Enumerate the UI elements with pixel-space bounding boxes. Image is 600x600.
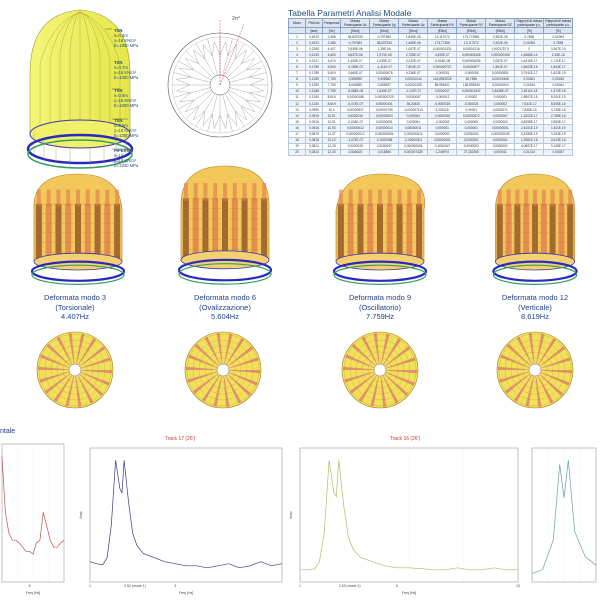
modal-parameters-table: Modo Periodo Frequenza Massa Partecipante U…: [288, 18, 574, 156]
spectrum-chart-right: [531, 447, 597, 583]
y-axis-label: Amp: [79, 511, 83, 518]
plan-circle-drawing: 2π°: [167, 16, 273, 138]
track-17-title: Track 17 (26'): [164, 436, 196, 442]
table-row: 20 0,0813 12,30 0,546615 0,015806 0,000007439…: [288, 148, 574, 156]
section-title: ntale: [0, 428, 16, 435]
table-header-cell: Periodo: [305, 18, 323, 28]
table-header-cell: Frequenza: [321, 18, 342, 28]
table-title: Tabella Parametri Analisi Modale: [288, 8, 412, 18]
deformed-dome-mode-12: [492, 173, 578, 286]
angle-label: 2π°: [232, 16, 240, 22]
layer-label-5: PIPERNO s=1m γ=19 KN/m³ E=2340 MPa: [114, 148, 139, 168]
top-view-mode-3: [36, 331, 114, 409]
top-view-mode-6: [184, 331, 262, 409]
mode-annotation: 2.52 (mode 1): [124, 584, 146, 588]
layer-label-4: TSN s=0.9m γ=16 KN/m³ E=1000 MPa: [114, 118, 139, 138]
table-row: 14 0,0916 10,91 0,0000015 0,00000003 0,000004…: [288, 112, 574, 120]
top-view-mode-9: [341, 331, 419, 409]
caption-mode-12: Deformata modo 12 (Verticale) 8.619Hz: [501, 293, 569, 321]
table-cell: 12,30: [321, 148, 342, 156]
table-header-cell: Massa Partecipante RY: [456, 18, 487, 28]
table-cell: 0,00037: [543, 148, 574, 156]
spectrum-line: [89, 460, 283, 569]
spectrum-line: [300, 460, 518, 571]
caption-mode-3: Deformata modo 3 (Torsionale) 4.407Hz: [43, 293, 107, 321]
table-cell: 0,0813: [305, 148, 323, 156]
table-cell: 27,152305: [456, 148, 487, 156]
x-tick-label: 10: [516, 584, 520, 588]
table-row: 1 0,4023 2,486 38,837933 0,797983 1,849E-08 13…: [288, 32, 574, 41]
top-view-mode-12: [496, 331, 574, 409]
table-header-cell: Massa Partecipante Ux: [340, 18, 371, 28]
table-row: 18 0,0818 12,22 -1,074E-07 -0,0000008 -0,0000…: [288, 136, 574, 144]
x-tick-label: 1: [89, 584, 91, 588]
layer-label-2: TSN s=0.7m γ=16 KN/m³ E=1000 MPa: [114, 60, 139, 80]
table-cell: 0,000007439: [398, 148, 429, 156]
spectrum-line: [1, 456, 65, 555]
x-axis-label: Freq [Hz]: [179, 591, 193, 595]
table-header-cell: Massa Partecipante Uz: [398, 18, 429, 28]
table-row: 13 0,0990 10,1 0,00000937 0,00000739 -0,00000…: [288, 106, 574, 114]
x-axis-label: Freq [Hz]: [402, 591, 416, 595]
x-tick-label: 5: [174, 584, 176, 588]
table-cell: 0,015806: [369, 148, 400, 156]
table-row: 15 0,0916 10,91 -2,634E-07 0,00000051 0,00000…: [288, 118, 574, 126]
dome-layer-model: [26, 9, 134, 169]
y-axis-label: Amp: [289, 511, 293, 518]
table-header-cell: Massa Partecipante Uy: [369, 18, 400, 28]
caption-mode-9: Deformata modo 9 (Oscillatorio) 7.759Hz: [348, 293, 412, 321]
track-16-title: Track 16 (26'): [389, 436, 421, 442]
table-header-cell: Rapporti di massa partecipante p.c.: [514, 18, 545, 28]
x-axis-label: Freq [Hz]: [26, 591, 40, 595]
table-cell: 0,01413: [514, 148, 545, 156]
table-header-cell: Modo: [288, 18, 306, 28]
table-row: 6 0,1785 5,604 -9,183E-07 -1,411E-07 7,803E-0…: [288, 63, 574, 71]
table-row: 8 0,1289 7,759 0,555995 9,395662 0,00000144 14…: [288, 75, 574, 83]
table-header-cell: Rapporti di massa partecipante p.c.: [543, 18, 574, 28]
table-cell: 1,246974: [427, 148, 458, 156]
layer-label-1: TSN s=0.4m γ=16 KN/m³ E=1000 MPa: [114, 28, 139, 48]
x-tick-label: 5: [396, 584, 398, 588]
deformed-dome-mode-3: [30, 173, 126, 286]
table-row: 9 0,1289 7,759 8,645655 0,655997 0,00000155 85…: [288, 81, 574, 89]
caption-mode-6: Deformata modo 6 (Ovalizzazione) 5.604Hz: [193, 293, 257, 321]
table-cell: 0,546615: [340, 148, 371, 156]
layer-label-3: TSN s=0.8m γ=16 KN/m³ E=1000 MPa: [114, 88, 139, 108]
spectrum-chart-left: 5 Freq [Hz]: [1, 443, 65, 595]
x-tick-label: 1: [299, 584, 301, 588]
mode-annotation: 2.53 (mode 1): [339, 584, 361, 588]
table-header-cell: Massa Partecipante RX: [427, 18, 458, 28]
table-cell: 0,000011: [485, 148, 516, 156]
deformed-dome-mode-9: [332, 173, 428, 286]
spectrum-chart-track-16: 1 5 10 Freq [Hz] Amp 2.53 (mode 1): [289, 447, 520, 595]
x-tick-label: 5: [29, 584, 31, 588]
table-header-cell: Massa Partecipante RZ: [485, 18, 516, 28]
deformed-dome-mode-6: [177, 165, 273, 285]
spectrum-line: [531, 460, 597, 574]
table-cell: 20: [288, 148, 306, 156]
